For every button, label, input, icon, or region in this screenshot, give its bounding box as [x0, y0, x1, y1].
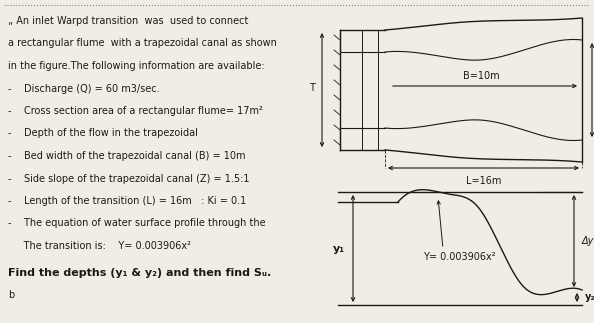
Text: y₁: y₁ — [333, 244, 345, 254]
Text: -    Cross section area of a rectangular flume= 17m²: - Cross section area of a rectangular fl… — [8, 106, 263, 116]
Text: -    Depth of the flow in the trapezoidal: - Depth of the flow in the trapezoidal — [8, 129, 198, 139]
Text: Find the depths (y₁ & y₂) and then find Sᵤ.: Find the depths (y₁ & y₂) and then find … — [8, 267, 271, 277]
Text: in the figure.The following information are available:: in the figure.The following information … — [8, 61, 264, 71]
Text: T: T — [309, 83, 315, 93]
Text: y₂: y₂ — [585, 293, 594, 303]
Text: -    Side slope of the trapezoidal canal (Z) = 1.5:1: - Side slope of the trapezoidal canal (Z… — [8, 173, 249, 183]
Text: -    Discharge (Q) = 60 m3/sec.: - Discharge (Q) = 60 m3/sec. — [8, 84, 160, 93]
Text: b: b — [8, 290, 14, 300]
Text: „ An inlet Warpd transition  was  used to connect: „ An inlet Warpd transition was used to … — [8, 16, 248, 26]
Text: -    The equation of water surface profile through the: - The equation of water surface profile … — [8, 218, 266, 228]
Text: -    Length of the transition (L) = 16m   : Ki = 0.1: - Length of the transition (L) = 16m : K… — [8, 196, 247, 206]
Text: Δy: Δy — [582, 236, 594, 246]
Text: a rectangular flume  with a trapezoidal canal as shown: a rectangular flume with a trapezoidal c… — [8, 38, 277, 48]
Text: L=16m: L=16m — [466, 176, 501, 186]
Text: Y= 0.003906x²: Y= 0.003906x² — [423, 252, 495, 262]
Text: B=10m: B=10m — [463, 71, 500, 81]
Text: -    Bed width of the trapezoidal canal (B) = 10m: - Bed width of the trapezoidal canal (B)… — [8, 151, 245, 161]
Text: The transition is:    Y= 0.003906x²: The transition is: Y= 0.003906x² — [8, 241, 191, 251]
